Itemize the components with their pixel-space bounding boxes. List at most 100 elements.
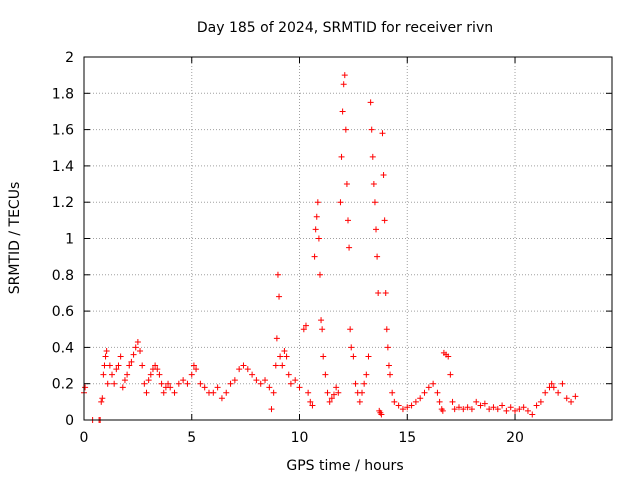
data-point — [384, 344, 391, 351]
data-point — [137, 348, 144, 355]
data-point — [477, 402, 484, 409]
data-point — [445, 353, 452, 360]
y-tick-label: 2 — [65, 50, 74, 66]
data-point — [451, 406, 458, 413]
data-point — [391, 398, 398, 405]
data-point — [346, 244, 353, 251]
data-point — [363, 371, 370, 378]
data-point — [421, 389, 428, 396]
data-point — [106, 362, 113, 369]
y-tick-label: 0.8 — [52, 268, 74, 284]
data-point — [399, 406, 406, 413]
data-point — [276, 293, 283, 300]
data-point — [516, 406, 523, 413]
data-point — [367, 99, 374, 106]
tick-layer: 00.20.40.60.811.21.41.61.820 5 10 15 20 — [52, 50, 612, 446]
data-point — [395, 402, 402, 409]
data-point — [434, 389, 441, 396]
data-point — [109, 371, 116, 378]
data-point — [335, 389, 342, 396]
data-point — [312, 226, 319, 233]
data-point — [537, 398, 544, 405]
data-point — [322, 371, 329, 378]
data-point — [359, 389, 366, 396]
data-point — [147, 371, 154, 378]
y-axis-label: SRMTID / TECUs — [7, 182, 23, 295]
data-point — [132, 344, 139, 351]
data-point — [296, 384, 303, 391]
data-point — [324, 389, 331, 396]
data-point — [490, 404, 497, 411]
y-tick-label: 0 — [65, 413, 74, 429]
data-point — [417, 395, 424, 402]
data-point — [152, 362, 159, 369]
data-point — [160, 389, 167, 396]
data-point — [533, 402, 540, 409]
data-point — [319, 326, 326, 333]
data-point — [338, 153, 345, 160]
data-point — [175, 380, 182, 387]
data-point — [143, 389, 150, 396]
data-point — [227, 380, 234, 387]
y-tick-label: 1.4 — [52, 159, 74, 175]
data-point — [307, 398, 314, 405]
data-point — [499, 402, 506, 409]
data-point — [167, 384, 174, 391]
data-point — [341, 72, 348, 79]
data-point — [449, 398, 456, 405]
data-point — [104, 380, 111, 387]
data-point — [287, 380, 294, 387]
y-tick-label: 0.4 — [52, 340, 74, 356]
data-point — [389, 389, 396, 396]
data-point — [236, 366, 243, 373]
data-point — [320, 353, 327, 360]
data-point — [343, 181, 350, 188]
data-point — [361, 380, 368, 387]
data-point — [318, 317, 325, 324]
data-point — [302, 322, 309, 329]
data-point — [352, 380, 359, 387]
data-point — [572, 393, 579, 400]
data-point — [139, 362, 146, 369]
data-point — [350, 353, 357, 360]
data-point — [119, 384, 126, 391]
data-point — [257, 380, 264, 387]
data-point — [266, 384, 273, 391]
data-point — [121, 377, 128, 384]
data-point — [447, 371, 454, 378]
data-point — [193, 366, 200, 373]
data-point — [274, 271, 281, 278]
data-point — [460, 406, 467, 413]
data-point — [82, 384, 89, 391]
data-point — [281, 348, 288, 355]
y-tick-label: 1.6 — [52, 123, 74, 139]
data-point — [240, 362, 247, 369]
data-point — [486, 406, 493, 413]
data-point — [145, 377, 152, 384]
data-point — [223, 389, 230, 396]
data-point — [184, 380, 191, 387]
data-point — [315, 235, 322, 242]
data-point — [333, 384, 340, 391]
data-point — [305, 389, 312, 396]
data-point — [340, 81, 347, 88]
data-point — [124, 371, 131, 378]
data-point — [425, 384, 432, 391]
data-point — [404, 404, 411, 411]
data-point — [568, 398, 575, 405]
data-point — [158, 380, 165, 387]
data-points — [81, 72, 579, 423]
x-tick-label: 5 — [187, 430, 196, 446]
data-point — [379, 130, 386, 137]
data-point — [249, 371, 256, 378]
y-tick-label: 1.8 — [52, 86, 74, 102]
data-point — [342, 126, 349, 133]
data-point — [378, 411, 385, 418]
data-point — [231, 377, 238, 384]
data-point — [339, 108, 346, 115]
data-point — [370, 181, 377, 188]
data-point — [512, 407, 519, 414]
data-point — [439, 407, 446, 414]
grid-layer — [84, 57, 612, 420]
